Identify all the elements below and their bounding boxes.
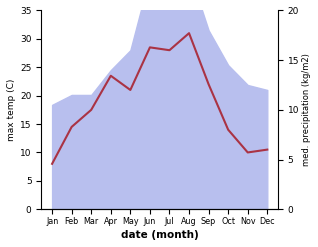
Y-axis label: med. precipitation (kg/m2): med. precipitation (kg/m2) [302, 53, 311, 166]
X-axis label: date (month): date (month) [121, 230, 198, 240]
Y-axis label: max temp (C): max temp (C) [7, 79, 16, 141]
